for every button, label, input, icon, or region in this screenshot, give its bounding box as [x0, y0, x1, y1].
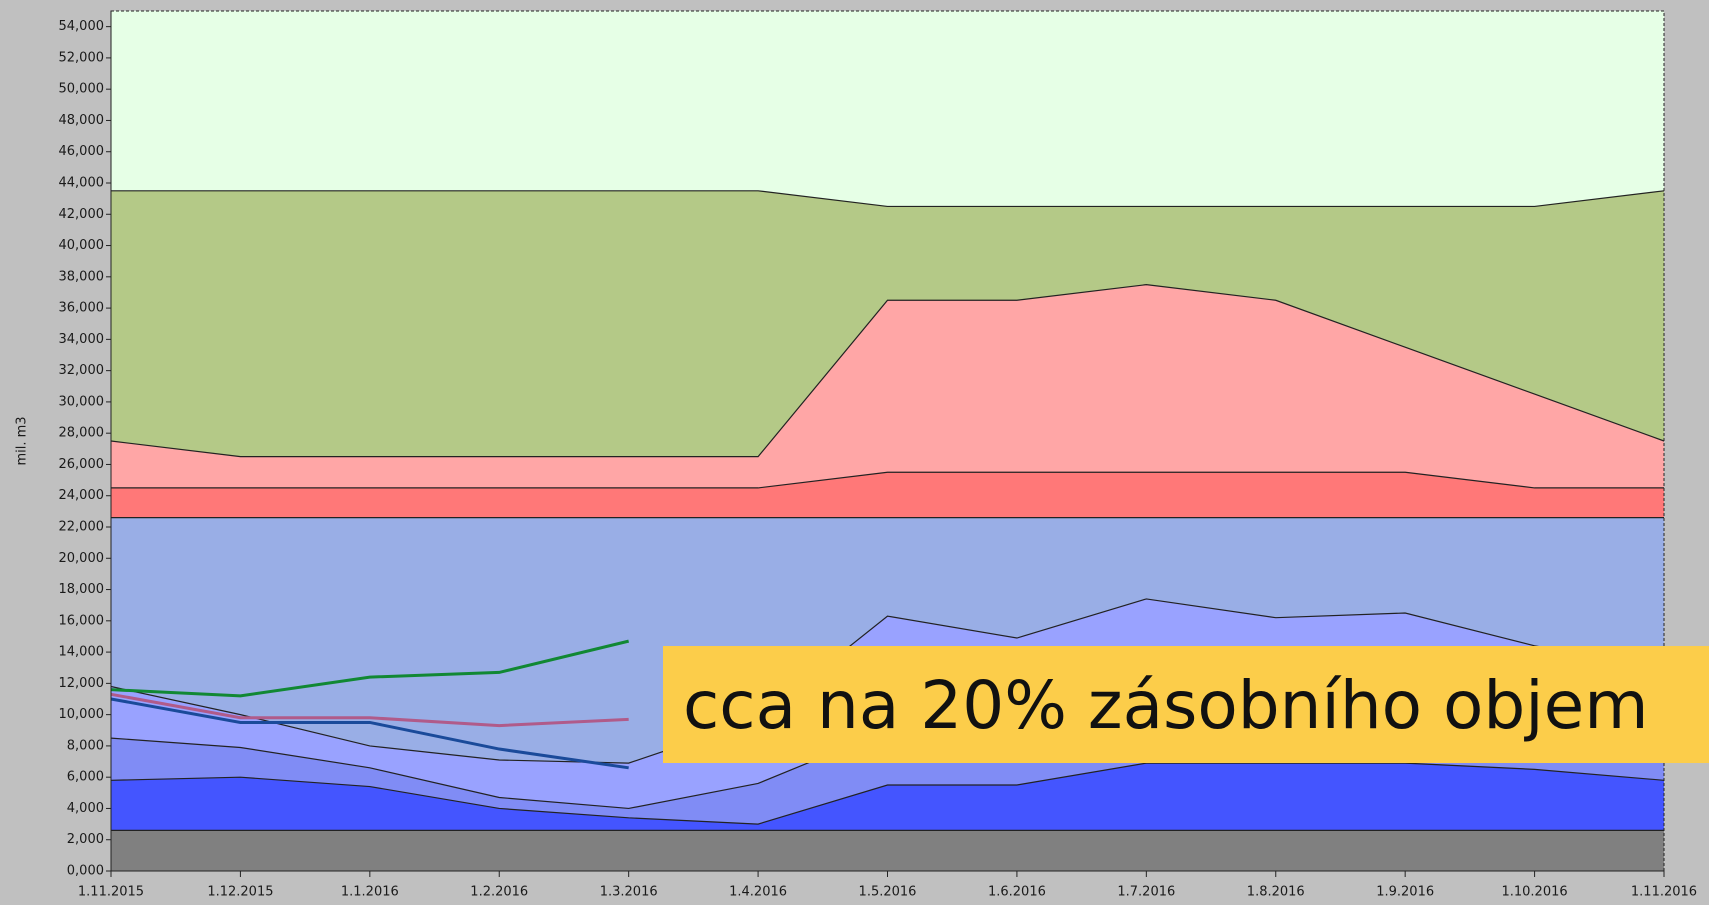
y-tick-label: 48,000	[59, 113, 105, 128]
y-tick-label: 34,000	[59, 332, 105, 347]
band-fill	[111, 190, 1664, 457]
x-tick-label: 1.12.2015	[207, 885, 273, 900]
overlay-line	[110, 697, 629, 770]
level-line	[111, 471, 1664, 489]
y-tick-label: 38,000	[59, 269, 105, 284]
annotation-box	[663, 646, 1709, 763]
y-tick-label: 28,000	[59, 426, 105, 441]
band-fill	[111, 472, 1664, 518]
x-tick-label: 1.5.2016	[859, 885, 917, 900]
y-tick-label: 18,000	[59, 582, 105, 597]
x-tick-label: 1.3.2016	[600, 885, 658, 900]
y-tick-label: 14,000	[59, 645, 105, 660]
band-fill	[111, 517, 1664, 764]
y-tick-label: 50,000	[59, 82, 105, 97]
x-tick-label: 1.2.2016	[470, 885, 528, 900]
y-tick-label: 46,000	[59, 144, 105, 159]
x-tick-label: 1.10.2016	[1501, 885, 1567, 900]
y-tick-label: 42,000	[59, 207, 105, 222]
overlay-line	[110, 639, 630, 698]
x-tick-label: 1.1.2016	[341, 885, 399, 900]
level-line	[110, 598, 1665, 764]
y-tick-label: 4,000	[67, 801, 104, 816]
annotation-text: cca na 20% zásobního objem	[683, 667, 1649, 744]
y-tick-label: 16,000	[59, 613, 105, 628]
y-tick-label: 40,000	[59, 238, 105, 253]
y-tick-label: 54,000	[59, 19, 105, 34]
y-tick-label: 30,000	[59, 394, 105, 409]
y-tick-label: 12,000	[59, 676, 105, 691]
y-tick-label: 24,000	[59, 488, 105, 503]
x-tick-label: 1.4.2016	[729, 885, 787, 900]
x-tick-label: 1.11.2015	[78, 885, 144, 900]
band-fill	[111, 830, 1664, 871]
y-tick-label: 32,000	[59, 363, 105, 378]
y-tick-label: 36,000	[59, 301, 105, 316]
x-tick-label: 1.7.2016	[1117, 885, 1175, 900]
y-axis-label: mil. m3	[15, 416, 30, 465]
x-tick-label: 1.8.2016	[1247, 885, 1305, 900]
y-tick-label: 6,000	[67, 770, 104, 785]
y-tick-label: 26,000	[59, 457, 105, 472]
level-line	[110, 284, 1665, 458]
y-tick-label: 22,000	[59, 520, 105, 535]
level-line	[110, 762, 1665, 825]
band-fill	[111, 284, 1664, 488]
overlay-line	[110, 692, 629, 728]
y-tick-label: 0,000	[67, 864, 104, 879]
y-tick-label: 52,000	[59, 50, 105, 65]
level-line	[111, 190, 1665, 208]
band-fill	[111, 763, 1664, 831]
x-tick-label: 1.11.2016	[1631, 885, 1697, 900]
y-tick-label: 10,000	[59, 707, 105, 722]
y-tick-label: 44,000	[59, 176, 105, 191]
x-tick-label: 1.9.2016	[1376, 885, 1434, 900]
y-tick-label: 8,000	[67, 738, 104, 753]
y-tick-label: 2,000	[67, 832, 104, 847]
x-tick-label: 1.6.2016	[988, 885, 1046, 900]
y-tick-label: 20,000	[59, 551, 105, 566]
